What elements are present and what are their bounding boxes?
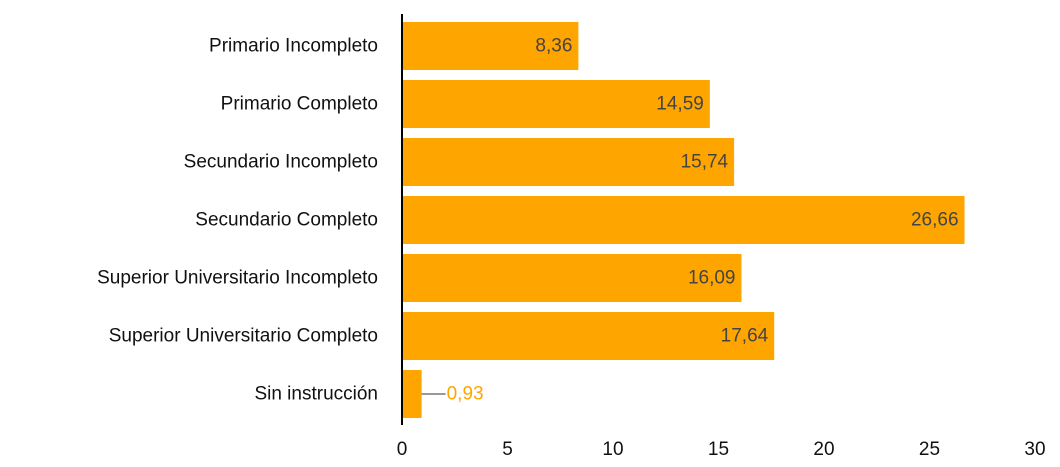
bar xyxy=(402,370,422,418)
data-label: 8,36 xyxy=(535,36,572,57)
data-label: 14,59 xyxy=(656,94,704,115)
data-label: 15,74 xyxy=(681,152,729,173)
data-label: 0,93 xyxy=(447,384,484,405)
bars xyxy=(402,22,965,418)
x-tick-label: 0 xyxy=(397,439,408,460)
bar xyxy=(402,254,742,302)
category-label: Superior Universitario Completo xyxy=(109,326,378,347)
data-label: 16,09 xyxy=(688,268,736,289)
bar xyxy=(402,138,735,186)
category-label: Superior Universitario Incompleto xyxy=(97,268,378,289)
value-labels: 8,36 14,59 15,74 26,66 16,09 17,64 0,93 xyxy=(421,36,959,405)
x-axis: 0 5 10 15 20 25 30 xyxy=(397,439,1046,460)
x-tick-label: 5 xyxy=(502,439,513,460)
category-labels: Primario Incompleto Primario Completo Secu… xyxy=(97,36,378,405)
bar xyxy=(402,196,965,244)
bar xyxy=(402,80,710,128)
category-label: Sin instrucción xyxy=(254,384,378,405)
x-tick-label: 30 xyxy=(1024,439,1045,460)
bar xyxy=(402,22,579,70)
x-tick-label: 15 xyxy=(708,439,729,460)
data-label: 17,64 xyxy=(721,326,769,347)
data-label: 26,66 xyxy=(911,210,959,231)
bar xyxy=(402,312,775,360)
x-tick-label: 10 xyxy=(602,439,623,460)
x-tick-label: 20 xyxy=(813,439,834,460)
x-tick-label: 25 xyxy=(919,439,940,460)
category-label: Secundario Completo xyxy=(195,210,378,231)
category-label: Secundario Incompleto xyxy=(184,152,378,173)
category-label: Primario Completo xyxy=(221,94,378,115)
category-label: Primario Incompleto xyxy=(209,36,378,57)
